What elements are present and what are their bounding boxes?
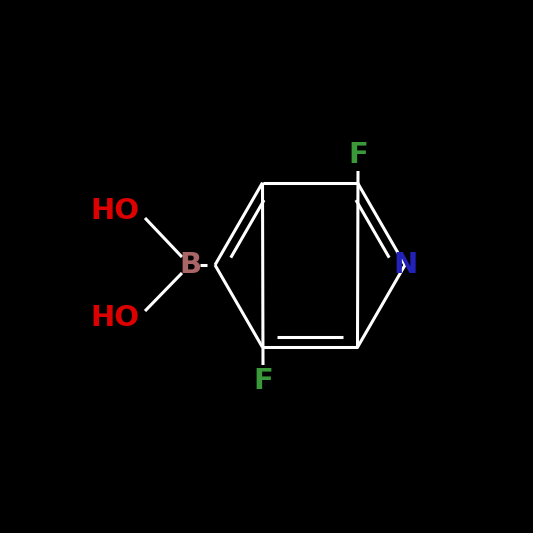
Text: B: B <box>179 251 201 279</box>
Text: HO: HO <box>91 304 140 332</box>
Text: F: F <box>348 141 368 169</box>
Text: N: N <box>393 251 417 279</box>
Text: HO: HO <box>91 197 140 225</box>
Text: F: F <box>253 367 273 395</box>
